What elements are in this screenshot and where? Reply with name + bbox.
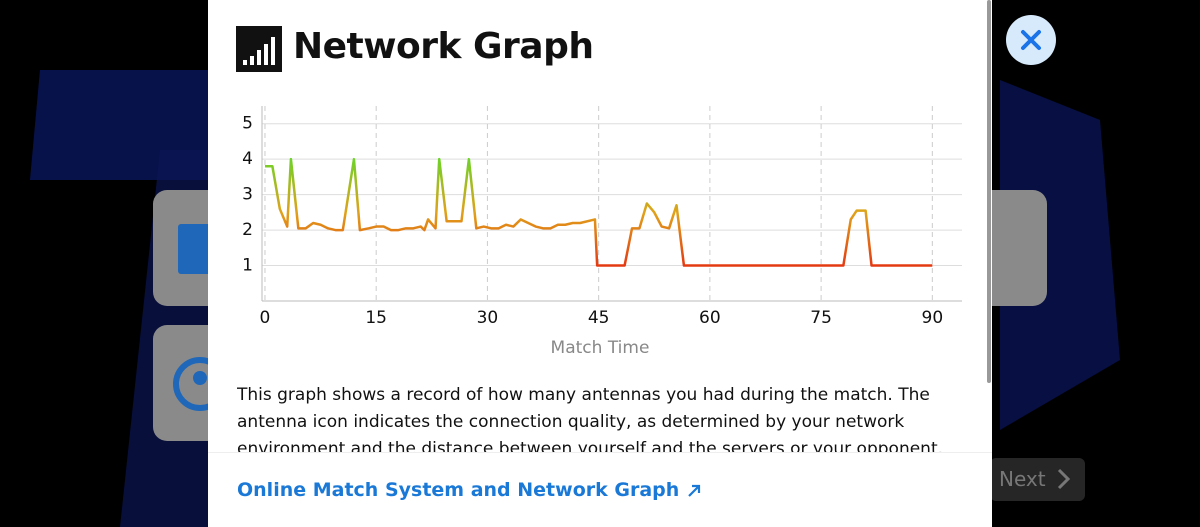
x-tick-label: 90 [922, 308, 944, 328]
y-tick-label: 3 [242, 185, 253, 205]
link-text: Online Match System and Network Graph [237, 479, 680, 501]
title: Network Graph [293, 26, 594, 67]
modal: Network Graph Match Time 1 2 3 4 5 0 15 30 45 60 7… [208, 0, 992, 527]
description: This graph shows a record of how many an… [237, 385, 944, 453]
x-tick-label: 15 [365, 308, 387, 328]
x-tick-label: 60 [699, 308, 721, 328]
link[interactable]: Online Match System and Network Graph [237, 479, 702, 501]
card-icon [178, 224, 212, 274]
x-tick-label: 45 [588, 308, 610, 328]
footer: Online Match System and Network Graph [208, 453, 992, 527]
next-button[interactable]: Next [990, 458, 1085, 501]
external-icon [688, 484, 701, 497]
y-tick-label: 5 [242, 114, 253, 134]
x-tick-label: 30 [477, 308, 499, 328]
signal-icon [236, 26, 282, 72]
close-icon [1021, 30, 1041, 50]
x-axis-label: Match Time [551, 338, 650, 358]
chevron [1057, 468, 1071, 490]
x-tick-label: 0 [260, 308, 271, 328]
y-tick-label: 2 [242, 220, 253, 240]
card-icon [193, 371, 207, 385]
scrollbar[interactable] [987, 0, 991, 383]
y-tick-label: 4 [242, 149, 253, 169]
x-tick-label: 75 [810, 308, 832, 328]
bg-shape [1000, 80, 1120, 430]
y-tick-label: 1 [242, 256, 253, 276]
next-label: Next [999, 467, 1046, 491]
network-line [264, 157, 933, 267]
close-button[interactable] [1006, 15, 1056, 65]
